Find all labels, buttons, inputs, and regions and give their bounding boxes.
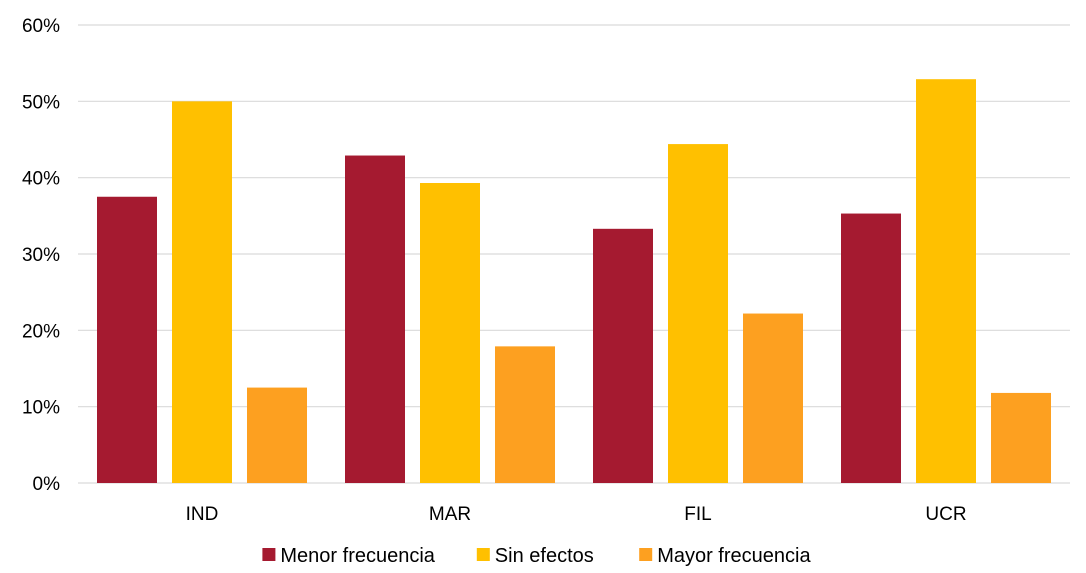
y-tick-label: 50% bbox=[22, 92, 60, 113]
bar-fil-0 bbox=[593, 228, 653, 483]
y-tick-label: 0% bbox=[33, 474, 61, 495]
legend-swatch bbox=[262, 548, 276, 561]
bar-ind-0 bbox=[97, 196, 157, 483]
bar-mar-2 bbox=[495, 346, 555, 483]
bar-fil-1 bbox=[668, 144, 728, 483]
bar-ucr-2 bbox=[991, 392, 1051, 483]
legend-item: Sin efectos bbox=[476, 545, 594, 567]
bar-ind-1 bbox=[172, 101, 232, 483]
legend-item: Mayor frecuencia bbox=[639, 545, 811, 567]
bar-ucr-1 bbox=[916, 79, 976, 484]
legend-label: Mayor frecuencia bbox=[657, 545, 811, 567]
x-tick-label: FIL bbox=[684, 504, 711, 525]
bar-mar-1 bbox=[420, 183, 480, 483]
bar-ind-2 bbox=[247, 387, 307, 483]
legend-item: Menor frecuencia bbox=[262, 545, 436, 567]
bar-fil-2 bbox=[743, 313, 803, 483]
legend-swatch bbox=[639, 548, 653, 561]
bar-mar-0 bbox=[345, 155, 405, 483]
y-tick-label: 40% bbox=[22, 169, 60, 190]
x-tick-label: UCR bbox=[925, 504, 966, 525]
y-tick-label: 60% bbox=[22, 16, 60, 37]
legend-label: Sin efectos bbox=[495, 545, 594, 567]
x-tick-label: IND bbox=[186, 504, 219, 525]
legend-swatch bbox=[476, 548, 490, 561]
gridlines bbox=[78, 24, 1070, 484]
x-axis-tick-labels: IND MAR FIL UCR bbox=[186, 504, 967, 525]
y-axis-tick-labels: 0% 10% 20% 30% 40% 50% 60% bbox=[22, 16, 60, 495]
y-tick-label: 30% bbox=[22, 245, 60, 266]
bars bbox=[97, 79, 1051, 484]
y-tick-label: 10% bbox=[22, 398, 60, 419]
legend-label: Menor frecuencia bbox=[280, 545, 435, 567]
bar-ucr-0 bbox=[841, 213, 901, 483]
y-tick-label: 20% bbox=[22, 321, 60, 342]
legend: Menor frecuencia Sin efectos Mayor frecuen… bbox=[262, 545, 811, 567]
x-tick-label: MAR bbox=[429, 504, 471, 525]
